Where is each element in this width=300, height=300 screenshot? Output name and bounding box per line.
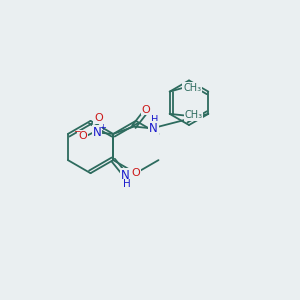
Text: +: + xyxy=(99,123,106,132)
Text: O: O xyxy=(131,168,140,178)
Text: N: N xyxy=(149,122,158,134)
Text: H: H xyxy=(151,115,158,125)
Text: N: N xyxy=(121,169,130,182)
Text: H: H xyxy=(123,179,131,190)
Text: CH₃: CH₃ xyxy=(183,83,201,93)
Text: CH₃: CH₃ xyxy=(184,110,202,120)
Text: O: O xyxy=(78,131,87,141)
Text: −: − xyxy=(74,126,81,135)
Text: N: N xyxy=(92,126,101,139)
Text: O: O xyxy=(94,113,103,123)
Text: O: O xyxy=(142,105,150,115)
